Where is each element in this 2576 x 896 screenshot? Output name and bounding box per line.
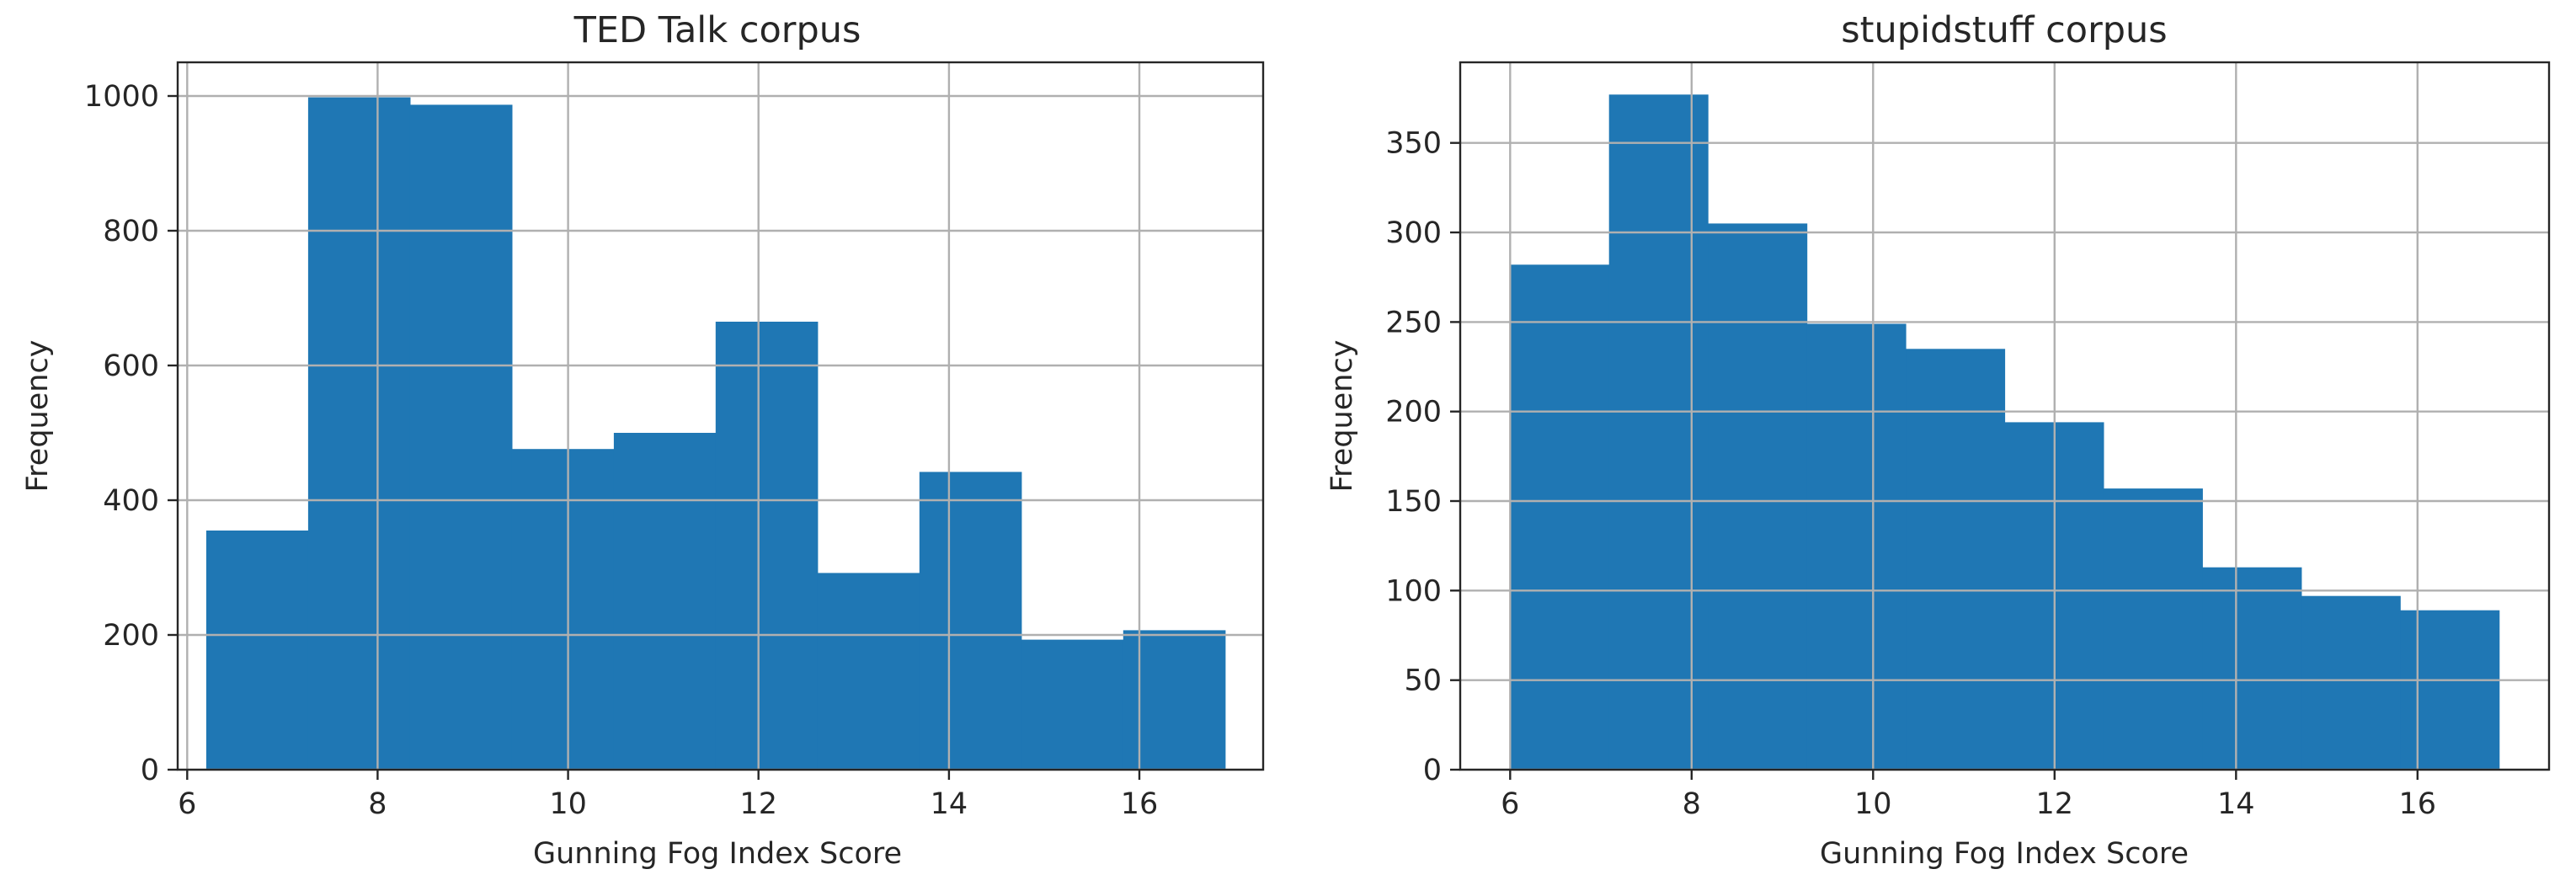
histogram-bar-3	[511, 449, 615, 770]
histogram-bar-6	[817, 573, 920, 770]
y-tick-label: 200	[1385, 396, 1442, 429]
grid-layer	[178, 62, 1263, 771]
x-tick-label: 6	[1501, 787, 1519, 821]
histogram-bar-1	[307, 97, 411, 771]
histogram-bar-0	[1510, 264, 1610, 770]
y-tick-label: 1000	[84, 80, 159, 114]
y-tick-label: 300	[1385, 216, 1442, 250]
y-tick-label: 0	[141, 754, 159, 787]
histogram-bar-0	[205, 531, 309, 770]
x-tick-label: 8	[368, 787, 387, 821]
y-tick-label: 50	[1404, 664, 1442, 698]
x-tick-label: 6	[178, 787, 196, 821]
chart-stupidstuff-corpus: stupidstuff corpus 6 8 10 12 14 16 0 50 100 150 2…	[1325, 9, 2551, 871]
y-tick-label: 250	[1385, 306, 1442, 339]
histogram-bar-3	[1806, 323, 1907, 770]
y-tick-label: 400	[103, 484, 159, 518]
y-tick-label: 100	[1385, 574, 1442, 608]
x-tick-label: 14	[931, 787, 968, 821]
x-tick-label: 14	[2217, 787, 2255, 821]
chart-ted-talk-corpus: TED Talk corpus 6 8 10 12 14 16 0 200 400 600 800…	[21, 9, 1265, 871]
histogram-bar-8	[2301, 595, 2401, 770]
x-axis-label: Gunning Fog Index Score	[1820, 837, 2189, 871]
y-axis-label: Frequency	[21, 340, 55, 493]
y-tick-label: 200	[103, 619, 159, 653]
y-axis-label: Frequency	[1325, 340, 1359, 493]
y-axis: 0 200 400 600 800 1000	[84, 80, 178, 787]
x-tick-label: 10	[549, 787, 587, 821]
plot-frame	[1459, 61, 2551, 771]
y-tick-label: 350	[1385, 127, 1442, 161]
plot-frame	[176, 61, 1265, 771]
y-tick-label: 0	[1423, 754, 1442, 787]
histogram-bar-4	[1906, 349, 2006, 770]
chart-title: TED Talk corpus	[573, 9, 861, 51]
histogram-bar-4	[613, 433, 717, 770]
histogram-bar-7	[2202, 567, 2302, 770]
chart-title: stupidstuff corpus	[1841, 9, 2167, 51]
y-axis: 0 50 100 150 200 250 300 350	[1385, 127, 1460, 787]
x-axis: 6 8 10 12 14 16	[178, 770, 1158, 821]
histogram-bar-9	[2400, 610, 2500, 770]
x-tick-label: 8	[1683, 787, 1701, 821]
x-axis-label: Gunning Fog Index Score	[533, 837, 902, 871]
x-tick-label: 16	[2399, 787, 2437, 821]
histogram-bar-2	[1708, 223, 1808, 770]
x-tick-label: 10	[1854, 787, 1892, 821]
histogram-bar-7	[919, 472, 1022, 770]
y-tick-label: 600	[103, 349, 159, 383]
bars-layer	[205, 97, 1226, 771]
histogram-bar-5	[715, 322, 819, 770]
x-tick-label: 12	[739, 787, 777, 821]
y-tick-label: 150	[1385, 485, 1442, 519]
histogram-bar-2	[409, 104, 513, 770]
histogram-bar-8	[1021, 639, 1124, 770]
x-tick-label: 12	[2036, 787, 2074, 821]
y-tick-label: 800	[103, 215, 159, 248]
histogram-bar-1	[1608, 94, 1709, 771]
histogram-bar-6	[2103, 488, 2203, 770]
x-axis: 6 8 10 12 14 16	[1501, 770, 2436, 821]
bars-layer	[1510, 94, 2500, 771]
x-tick-label: 16	[1121, 787, 1159, 821]
